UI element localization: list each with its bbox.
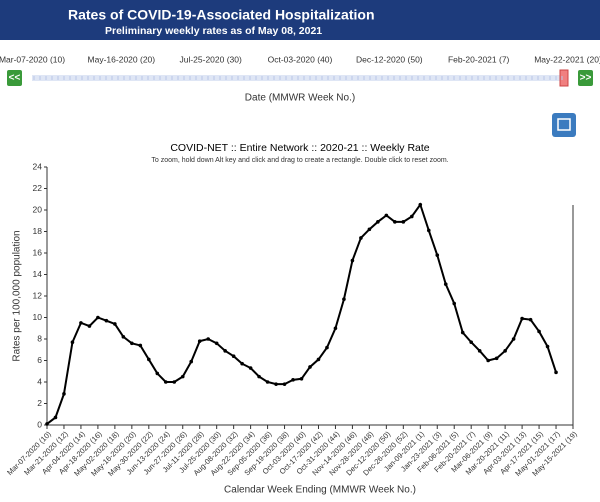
point (79, 321, 83, 325)
point (231, 354, 236, 359)
y-tick-label: 0 (37, 419, 42, 429)
point (206, 337, 210, 341)
slider-label: May-22-2021 (20) (534, 54, 600, 64)
slider-label: Dec-12-2020 (50) (356, 54, 423, 64)
y-tick-label: 14 (33, 269, 43, 279)
point (147, 357, 151, 362)
point (426, 228, 431, 233)
image-icon (557, 118, 571, 131)
y-tick-label: 22 (33, 183, 43, 193)
y-tick-label: 18 (33, 226, 43, 236)
slider-label: Mar-07-2020 (10) (0, 54, 65, 64)
point (45, 422, 49, 426)
point (265, 380, 270, 384)
point (130, 341, 134, 346)
point (308, 365, 312, 369)
point (384, 213, 389, 218)
point (96, 315, 100, 320)
next-button[interactable] (578, 70, 593, 86)
point (393, 220, 397, 224)
point (223, 349, 227, 353)
point (477, 349, 482, 353)
point (367, 227, 372, 232)
y-tick-label: 10 (33, 312, 43, 322)
point (299, 376, 304, 381)
next-button-label[interactable]: >> (580, 73, 592, 84)
slider-track (32, 75, 568, 81)
y-tick-label: 6 (37, 355, 42, 365)
point (520, 316, 524, 321)
y-tick-label: 8 (37, 333, 42, 343)
y-tick-label: 20 (33, 204, 43, 214)
y-tick-label: 12 (33, 290, 43, 300)
y-tick-label: 16 (33, 247, 43, 257)
point (469, 340, 473, 345)
point (155, 371, 160, 376)
point (443, 282, 448, 286)
point (359, 236, 363, 240)
point (350, 258, 355, 263)
point (316, 357, 321, 362)
slider-label: Oct-03-2020 (40) (268, 54, 333, 64)
y-tick-label: 24 (33, 161, 43, 171)
point (138, 343, 143, 348)
point (240, 361, 244, 366)
point (53, 415, 58, 420)
chart-subtitle: To zoom, hold down Alt key and click and… (151, 157, 448, 164)
point (494, 356, 499, 361)
point (401, 220, 406, 224)
point (333, 326, 338, 331)
point (452, 301, 457, 306)
x-axis-title: Calendar Week Ending (MMWR Week No.) (224, 485, 416, 496)
point (282, 382, 287, 386)
point (291, 378, 295, 382)
point (113, 322, 117, 326)
point (87, 324, 92, 328)
point (554, 370, 558, 375)
point (435, 253, 440, 257)
point (62, 392, 66, 396)
point (163, 380, 168, 384)
point (274, 382, 278, 386)
point (172, 380, 177, 384)
point (503, 349, 507, 353)
point (486, 358, 490, 363)
point (197, 339, 202, 343)
point (180, 374, 185, 379)
point (214, 341, 219, 346)
point (342, 297, 346, 302)
y-tick-label: 4 (37, 376, 42, 386)
point (511, 337, 516, 341)
point (104, 318, 109, 323)
slider-label: Feb-20-2021 (7) (448, 54, 510, 64)
slider-handle[interactable] (559, 69, 569, 87)
prev-button[interactable] (7, 70, 22, 86)
point (121, 335, 126, 339)
point (248, 366, 253, 370)
point (70, 340, 75, 345)
y-tick-label: 2 (37, 398, 42, 408)
point (545, 344, 550, 349)
image-button[interactable] (552, 113, 576, 137)
point (537, 329, 541, 334)
prev-button-label[interactable]: << (9, 73, 21, 84)
header-subtitle: Preliminary weekly rates as of May 08, 2… (105, 25, 322, 37)
slider-axis-label: Date (MMWR Week No.) (245, 93, 355, 104)
y-axis-title: Rates per 100,000 population (12, 230, 23, 361)
header-title: Rates of COVID-19-Associated Hospitaliza… (68, 7, 375, 23)
slider-label: Jul-25-2020 (30) (179, 54, 242, 64)
point (410, 214, 414, 219)
point (257, 374, 261, 379)
chart-title: COVID-NET :: Entire Network :: 2020-21 :… (170, 142, 429, 154)
point (325, 345, 329, 350)
point (460, 330, 465, 335)
slider-label: May-16-2020 (20) (88, 54, 156, 64)
point (418, 202, 423, 207)
line (46, 202, 557, 425)
point (376, 220, 380, 224)
header-band (0, 0, 600, 40)
point (528, 317, 533, 322)
point (189, 359, 194, 364)
